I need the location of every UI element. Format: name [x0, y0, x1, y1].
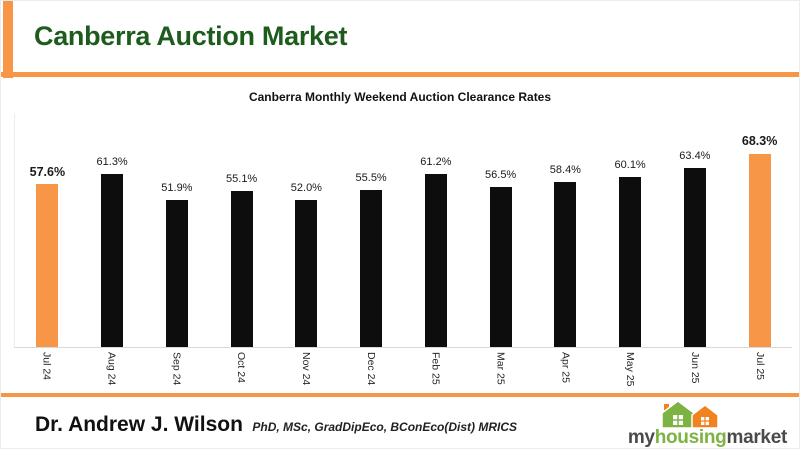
bar-column: 56.5%	[468, 114, 533, 347]
x-axis-label-text: Jul 25	[753, 352, 766, 381]
bar-value-label: 57.6%	[29, 164, 66, 179]
x-axis-label-text: May 25	[624, 352, 637, 387]
x-axis-label: Jul 24	[14, 348, 79, 393]
bar-column: 57.6%	[15, 114, 80, 347]
x-axis-label-text: Jun 25	[688, 352, 701, 384]
bar-column: 60.1%	[598, 114, 663, 347]
bar-value-label: 60.1%	[614, 158, 646, 171]
slide-footer: Dr. Andrew J. Wilson PhD, MSc, GradDipEc…	[1, 397, 799, 448]
x-axis-label: Aug 24	[79, 348, 144, 393]
brand-wordmark-my: my	[627, 426, 655, 448]
x-axis-label-text: Sep 24	[170, 352, 183, 386]
bar-value-label: 51.9%	[161, 182, 193, 195]
x-axis-label: Nov 24	[273, 348, 338, 393]
slide-header: Canberra Auction Market	[1, 1, 799, 72]
x-axis-label: May 25	[597, 348, 662, 393]
brand-wordmark: myhousingmarket	[627, 426, 787, 448]
bar-value-label: 61.3%	[96, 155, 128, 168]
x-axis-label-text: Feb 25	[429, 352, 442, 385]
bar-value-label: 55.5%	[355, 171, 387, 184]
bar	[295, 199, 318, 347]
x-axis-label: Jun 25	[662, 348, 727, 393]
chart-title: Canberra Monthly Weekend Auction Clearan…	[248, 90, 552, 104]
bar-column: 51.9%	[145, 114, 210, 347]
bar	[748, 153, 771, 347]
bar-chart: 57.6% 61.3% 51.9% 55.1% 52.0% 55.5% 61.2% 56.5%…	[14, 114, 792, 348]
bar-column: 61.2%	[404, 114, 469, 347]
x-axis-label: Feb 25	[403, 348, 468, 393]
bar-value-label: 52.0%	[290, 181, 322, 194]
bar	[360, 189, 383, 347]
author-name: Dr. Andrew J. Wilson	[35, 412, 243, 436]
houses-icon	[661, 399, 720, 429]
x-axis-label: Apr 25	[533, 348, 598, 393]
bar	[424, 173, 447, 347]
bar-value-label: 56.5%	[485, 169, 517, 182]
bar	[489, 187, 512, 347]
header-rule	[1, 72, 799, 77]
brand-wordmark-housing: housing	[654, 426, 727, 448]
x-axis-label: Jul 25	[727, 348, 792, 393]
bar-value-label: 55.1%	[226, 173, 258, 186]
page-title: Canberra Auction Market	[34, 21, 348, 51]
x-axis-label-text: Aug 24	[105, 352, 118, 386]
x-axis-label-text: Apr 25	[559, 352, 572, 383]
x-axis-label: Sep 24	[144, 348, 209, 393]
bar-column: 55.1%	[209, 114, 274, 347]
bar	[554, 181, 577, 347]
bar-column: 68.3%	[727, 114, 792, 347]
bar	[683, 167, 706, 347]
x-axis-label: Oct 24	[208, 348, 273, 393]
x-axis-label-text: Dec 24	[364, 352, 377, 386]
bar	[101, 173, 124, 347]
bar-column: 52.0%	[274, 114, 339, 347]
bar	[619, 176, 642, 347]
brand-logo: myhousingmarket	[627, 399, 787, 448]
x-axis-label-text: Mar 25	[494, 352, 507, 385]
bar-column: 55.5%	[339, 114, 404, 347]
bar-value-label: 68.3%	[741, 134, 778, 149]
bar-column: 58.4%	[533, 114, 598, 347]
bar-value-label: 63.4%	[679, 149, 711, 162]
bar	[230, 191, 253, 347]
brand-wordmark-market: market	[726, 426, 787, 448]
x-axis-label-text: Oct 24	[235, 352, 248, 383]
x-axis-label-text: Nov 24	[299, 352, 312, 386]
footer-divider	[1, 393, 799, 397]
author-block: Dr. Andrew J. Wilson PhD, MSc, GradDipEc…	[35, 413, 517, 437]
x-axis-label: Dec 24	[338, 348, 403, 393]
bar-value-label: 58.4%	[549, 163, 581, 176]
header-accent-bar	[3, 1, 13, 78]
bar-column: 61.3%	[80, 114, 145, 347]
x-axis-label-text: Jul 24	[40, 352, 53, 381]
bar	[36, 184, 59, 347]
bar-value-label: 61.2%	[420, 155, 452, 168]
x-axis-label: Mar 25	[468, 348, 533, 393]
bar	[165, 200, 188, 347]
author-credentials: PhD, MSc, GradDipEco, BConEco(Dist) MRIC…	[252, 419, 518, 434]
x-axis-labels: Jul 24 Aug 24 Sep 24 Oct 24 Nov 24 Dec 24 Feb …	[14, 348, 792, 393]
bar-column: 63.4%	[663, 114, 728, 347]
